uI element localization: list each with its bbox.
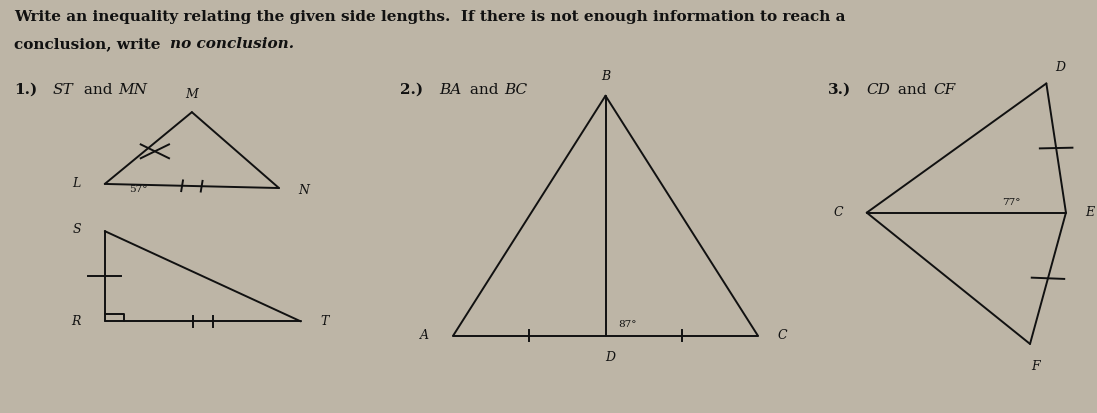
Text: C: C xyxy=(778,329,788,342)
Text: CD: CD xyxy=(867,83,891,97)
Text: L: L xyxy=(72,178,81,190)
Text: C: C xyxy=(834,206,842,219)
Text: MN: MN xyxy=(118,83,147,97)
Text: E: E xyxy=(1086,206,1095,219)
Text: Write an inequality relating the given side lengths.  If there is not enough inf: Write an inequality relating the given s… xyxy=(14,10,846,24)
Text: and: and xyxy=(893,83,931,97)
Text: N: N xyxy=(298,184,309,197)
Text: BA: BA xyxy=(439,83,461,97)
Text: ST: ST xyxy=(53,83,73,97)
Text: T: T xyxy=(320,315,329,328)
Text: BC: BC xyxy=(505,83,528,97)
Text: and: and xyxy=(79,83,117,97)
Text: 2.): 2.) xyxy=(400,83,423,97)
Text: M: M xyxy=(185,88,199,101)
Text: D: D xyxy=(1055,62,1065,74)
Text: 57°: 57° xyxy=(128,185,147,194)
Text: 1.): 1.) xyxy=(14,83,37,97)
Text: 3.): 3.) xyxy=(828,83,851,97)
Text: 77°: 77° xyxy=(1002,198,1020,207)
Text: D: D xyxy=(604,351,614,364)
Text: A: A xyxy=(420,329,429,342)
Text: S: S xyxy=(72,223,81,235)
Text: R: R xyxy=(71,315,81,328)
Text: CF: CF xyxy=(934,83,955,97)
Text: conclusion, write: conclusion, write xyxy=(14,37,166,51)
Text: and: and xyxy=(465,83,504,97)
Text: B: B xyxy=(601,71,610,83)
Text: no conclusion.: no conclusion. xyxy=(170,37,294,51)
Text: F: F xyxy=(1031,359,1040,373)
Text: 87°: 87° xyxy=(619,320,637,329)
